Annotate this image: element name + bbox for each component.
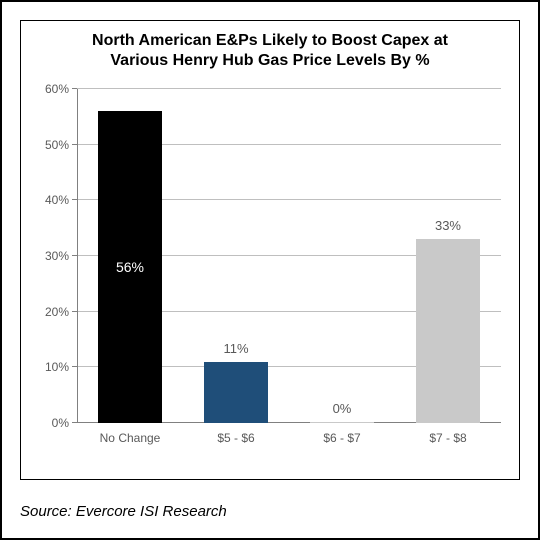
bar-no-change: 56% — [98, 111, 162, 423]
y-tick-label: 40% — [45, 193, 77, 207]
gridline — [77, 88, 501, 89]
y-tick-label: 0% — [52, 416, 77, 430]
x-tick-label: $6 - $7 — [323, 423, 360, 445]
chart-title-line1: North American E&Ps Likely to Boost Cape… — [92, 32, 448, 49]
source-text: Source: Evercore ISI Research — [20, 503, 227, 520]
x-tick-label: $5 - $6 — [217, 423, 254, 445]
bar-value-label: 33% — [416, 218, 480, 239]
chart-outer-frame: North American E&Ps Likely to Boost Cape… — [0, 0, 540, 540]
x-tick-label: $7 - $8 — [429, 423, 466, 445]
bar-value-label: 11% — [204, 341, 268, 362]
y-tick-label: 60% — [45, 82, 77, 96]
chart-inner-frame: North American E&Ps Likely to Boost Cape… — [20, 20, 520, 480]
chart-title-line2: Various Henry Hub Gas Price Levels By % — [110, 52, 429, 69]
y-tick-label: 20% — [45, 305, 77, 319]
y-tick-label: 10% — [45, 360, 77, 374]
bar-5-6: 11% — [204, 362, 268, 423]
y-tick-label: 50% — [45, 138, 77, 152]
bar-value-label: 0% — [310, 401, 374, 422]
y-axis — [77, 89, 78, 423]
plot-area: 0% 10% 20% 30% 40% 50% 60% 56% 11% 0% 33… — [77, 89, 501, 423]
y-tick-label: 30% — [45, 249, 77, 263]
chart-title: North American E&Ps Likely to Boost Cape… — [21, 31, 519, 71]
bar-7-8: 33% — [416, 239, 480, 423]
bar-value-label: 56% — [98, 259, 162, 275]
x-tick-label: No Change — [100, 423, 161, 445]
